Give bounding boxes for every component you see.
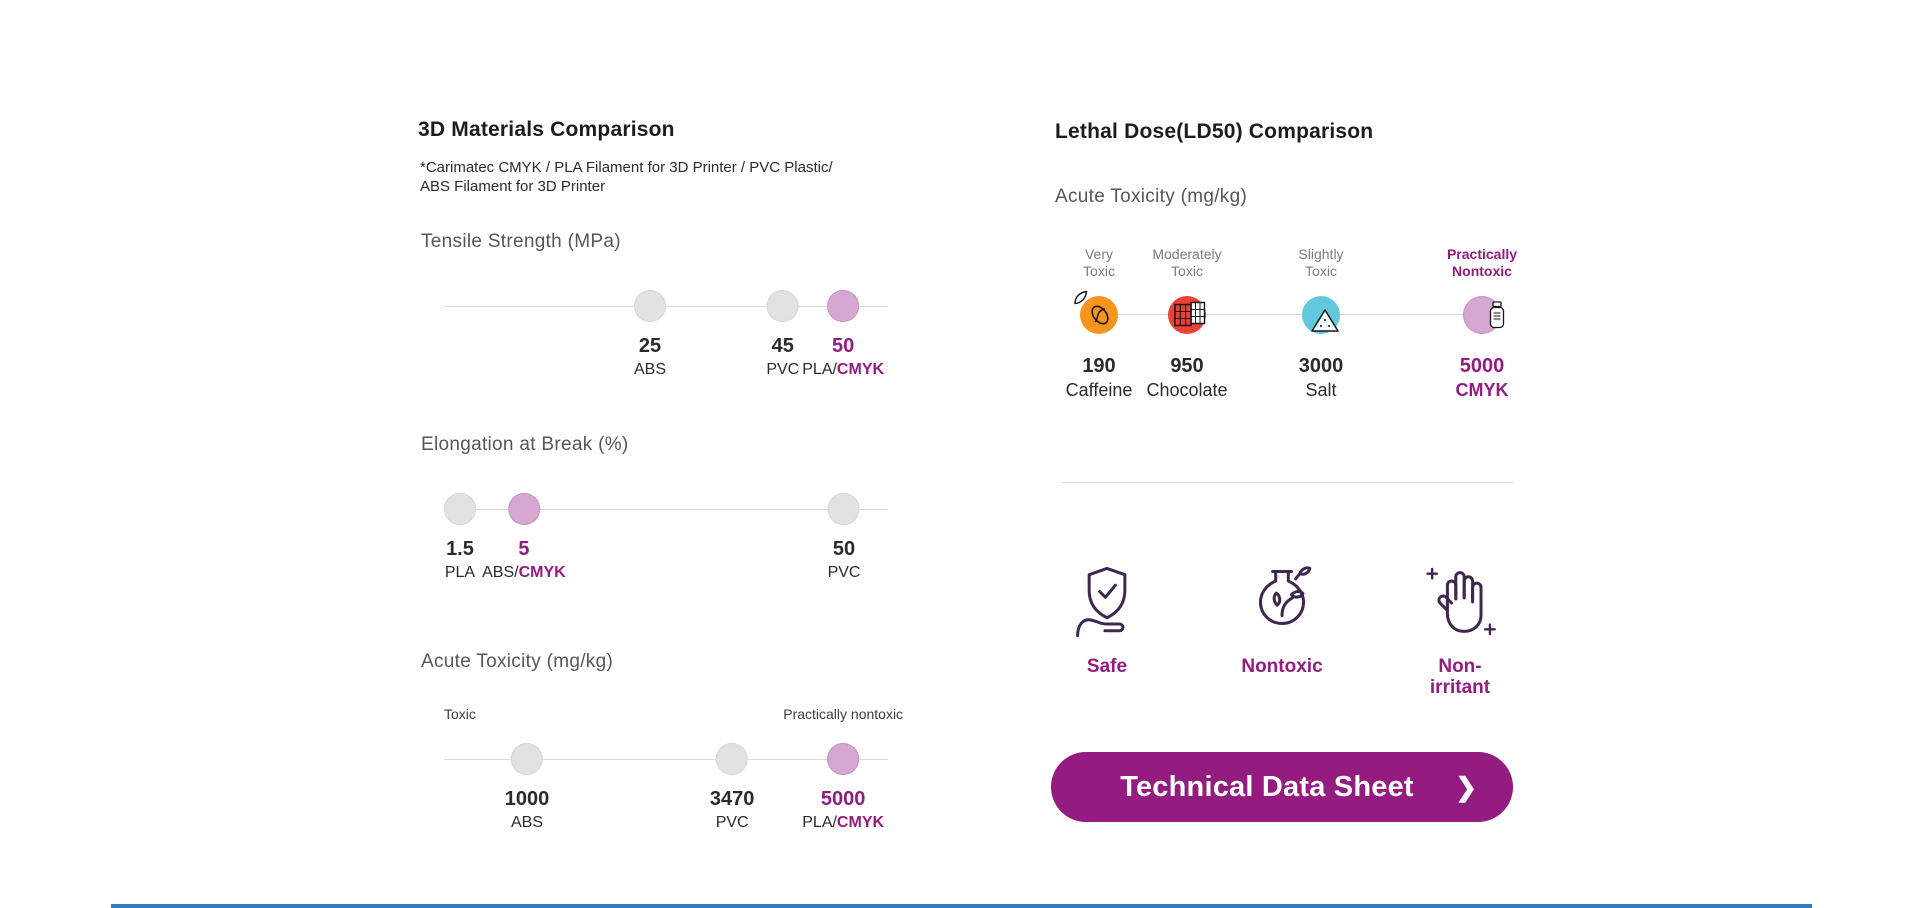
ld50-scale-track (1099, 314, 1482, 315)
ld50-item-salt: Slightly Toxic 3000 Salt (1256, 246, 1386, 401)
ld50-title: Lethal Dose(LD50) Comparison (1055, 120, 1374, 143)
coffee-bean-icon (1087, 302, 1113, 328)
ld50-value: 3000 (1298, 355, 1344, 377)
scale-track (444, 509, 888, 510)
point-label: PLA (444, 564, 476, 581)
elongation-scale: 1.5 PLA 5 ABS/CMYK 50 PVC (443, 493, 888, 605)
button-label: Technical Data Sheet (1120, 770, 1414, 803)
badge-label: Safe (1086, 656, 1128, 677)
toxicity-scale: 1000 ABS 3470 PVC 5000 PLA/CMYK (444, 743, 888, 855)
axis-label-practically-nontoxic: Practically nontoxic (783, 706, 904, 722)
materials-footnote: *Carimatec CMYK / PLA Filament for 3D Pr… (420, 158, 833, 196)
coffee-leaf-icon (1073, 290, 1089, 306)
chocolate-dot (1168, 296, 1206, 334)
point-pla-cmyk: 5000 PLA/CMYK (802, 743, 884, 832)
purple-dot (507, 493, 540, 525)
ld50-item-caffeine: Very Toxic 190 Caffeine (1034, 246, 1164, 401)
point-pla: 1.5 PLA (443, 493, 476, 582)
ld50-item-cmyk: Practically Nontoxic 5000 CMYK (1417, 246, 1547, 401)
point-label: PVC (766, 361, 800, 378)
ld50-name: CMYK (1455, 380, 1509, 400)
point-pvc: 3470 PVC (709, 743, 755, 832)
ld50-name: Salt (1305, 380, 1337, 400)
divider-line (1062, 482, 1513, 483)
ld50-item-chocolate: Moderately Toxic 950 Chocolate (1122, 246, 1252, 401)
point-value: 1000 (504, 788, 550, 810)
safety-badges: Safe Nontoxic (1055, 560, 1535, 730)
materials-comparison-section: 3D Materials Comparison *Carimatec CMYK … (418, 118, 928, 831)
cmyk-dot (1463, 296, 1501, 334)
point-label: PLA/CMYK (802, 361, 885, 378)
purple-dot (827, 743, 860, 775)
point-label: ABS (634, 361, 667, 378)
badge-safe: Safe (1065, 560, 1149, 677)
point-value: 1.5 (446, 538, 474, 560)
footnote-line-1: *Carimatec CMYK / PLA Filament for 3D Pr… (420, 159, 833, 176)
point-value: 5000 (820, 788, 866, 810)
tier-label: Practically Nontoxic (1446, 246, 1518, 279)
point-pvc: 45 PVC (766, 290, 799, 379)
elongation-title: Elongation at Break (%) (421, 434, 629, 455)
technical-data-sheet-button[interactable]: Technical Data Sheet ❯ (1051, 752, 1513, 822)
tier-label: Slightly Toxic (1298, 246, 1344, 279)
chocolate-bar-icon (1171, 300, 1209, 330)
footnote-line-2: ABS Filament for 3D Printer (420, 178, 606, 195)
point-label: ABS (511, 814, 544, 831)
point-value: 25 (638, 335, 662, 357)
badge-label: Non-irritant (1429, 656, 1491, 698)
toxicity-title: Acute Toxicity (mg/kg) (421, 651, 614, 672)
point-pvc: 50 PVC (827, 493, 861, 582)
point-label: PVC (827, 564, 861, 581)
hand-sparkle-icon (1418, 560, 1502, 644)
point-label: ABS/CMYK (482, 564, 566, 581)
point-abs: 25 ABS (634, 290, 666, 379)
gray-dot (511, 743, 544, 775)
point-label: PVC (715, 814, 749, 831)
point-value: 50 (832, 335, 855, 357)
tier-label: Very Toxic (1083, 246, 1115, 279)
ld50-value: 190 (1082, 355, 1116, 377)
tensile-strength-title: Tensile Strength (MPa) (421, 231, 621, 252)
next-section-top-edge (111, 904, 1812, 908)
badge-label: Nontoxic (1241, 656, 1323, 677)
ld50-name: Chocolate (1146, 380, 1228, 400)
gray-dot (766, 290, 799, 322)
axis-label-toxic: Toxic (444, 706, 476, 722)
flask-leaf-icon (1240, 560, 1324, 644)
salt-dot (1302, 296, 1340, 334)
filament-bottle-icon (1488, 301, 1506, 329)
gray-dot (828, 493, 861, 525)
tier-label: Moderately Toxic (1152, 246, 1222, 279)
point-value: 3470 (709, 788, 755, 810)
materials-title: 3D Materials Comparison (418, 118, 675, 141)
tensile-strength-chart: Tensile Strength (MPa) 25 ABS 45 PVC 50 … (418, 230, 928, 402)
gray-dot (716, 743, 749, 775)
badge-nontoxic: Nontoxic (1240, 560, 1324, 677)
shield-hand-icon (1065, 560, 1149, 644)
chevron-right-icon: ❯ (1455, 771, 1477, 802)
scale-track (444, 759, 888, 760)
purple-dot (827, 290, 860, 322)
elongation-chart: Elongation at Break (%) 1.5 PLA 5 ABS/CM… (418, 433, 928, 605)
ld50-value: 950 (1170, 355, 1204, 377)
point-label: PLA/CMYK (802, 814, 885, 831)
gray-dot (634, 290, 667, 322)
gray-dot (443, 493, 476, 525)
point-pla-cmyk: 50 PLA/CMYK (802, 290, 884, 379)
point-abs-cmyk: 5 ABS/CMYK (482, 493, 566, 582)
toxicity-chart: Acute Toxicity (mg/kg) Toxic Practically… (418, 650, 928, 855)
toxicity-axis-annotations: Toxic Practically nontoxic (444, 706, 903, 723)
point-value: 5 (518, 538, 530, 560)
badge-non-irritant: Non-irritant (1418, 560, 1502, 698)
caffeine-dot (1080, 296, 1118, 334)
tensile-strength-scale: 25 ABS 45 PVC 50 PLA/CMYK (444, 290, 888, 402)
point-value: 50 (832, 538, 856, 560)
ld50-name: Caffeine (1065, 380, 1133, 400)
ld50-comparison-section: Lethal Dose(LD50) Comparison Acute Toxic… (1051, 120, 1535, 822)
ld50-value: 5000 (1459, 355, 1505, 377)
ld50-subtitle: Acute Toxicity (mg/kg) (1055, 186, 1248, 207)
point-value: 45 (771, 335, 794, 357)
salt-pile-icon (1310, 307, 1340, 333)
point-abs: 1000 ABS (504, 743, 550, 832)
